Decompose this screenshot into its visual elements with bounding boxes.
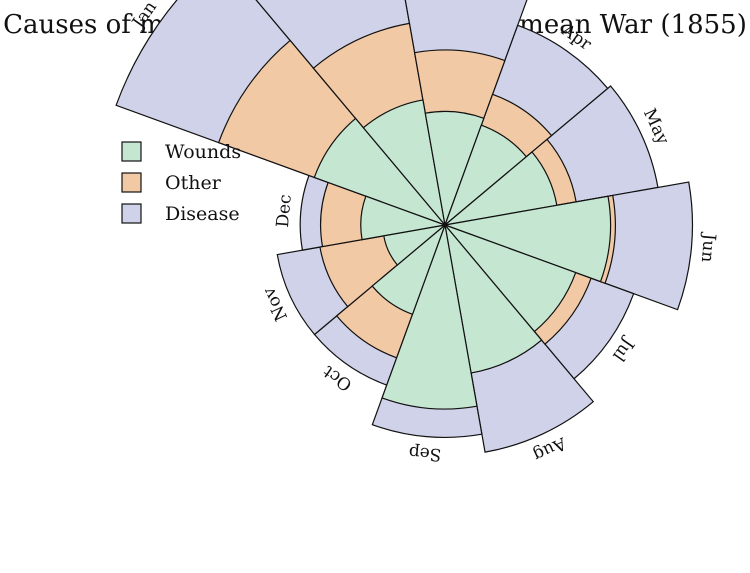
wedge-wounds-jan bbox=[313, 117, 447, 227]
legend-label-disease: Disease bbox=[165, 203, 240, 225]
legend-label-other: Other bbox=[165, 172, 222, 194]
wedge-wounds-oct bbox=[371, 223, 447, 316]
wedge-wounds-sep bbox=[381, 222, 478, 410]
month-label-jul: Jul bbox=[608, 333, 639, 365]
month-label-sep: Sep bbox=[408, 442, 442, 465]
wedge-wounds-jun bbox=[442, 195, 612, 283]
month-label-jun: Jun bbox=[697, 231, 720, 263]
wedge-wounds-dec bbox=[360, 195, 448, 241]
wedges-layer bbox=[115, 0, 694, 453]
legend: Wounds Other Disease bbox=[121, 141, 241, 225]
legend-swatch-disease bbox=[121, 203, 142, 224]
legend-swatch-other bbox=[121, 172, 142, 193]
wedge-wounds-mar bbox=[424, 110, 485, 228]
wedge-wounds-feb bbox=[362, 99, 446, 228]
legend-swatch-wounds bbox=[121, 141, 142, 162]
month-label-dec: Dec bbox=[273, 194, 296, 229]
legend-label-wounds: Wounds bbox=[165, 141, 241, 163]
